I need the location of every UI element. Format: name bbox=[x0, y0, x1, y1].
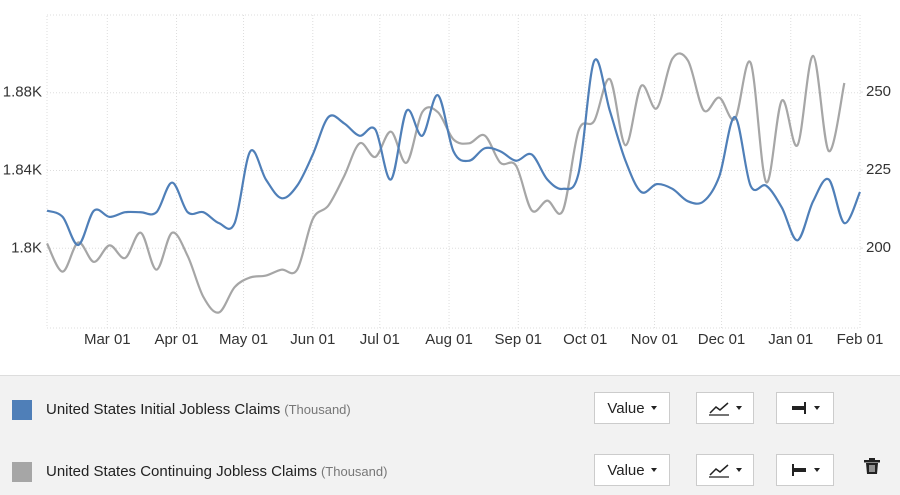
button-label: Value bbox=[607, 461, 645, 479]
legend-row: United States Continuing Jobless Claims(… bbox=[0, 452, 900, 492]
legend-swatch bbox=[12, 462, 32, 482]
button-label: Value bbox=[607, 399, 645, 417]
icon-line bbox=[709, 464, 729, 476]
icon bbox=[792, 464, 806, 476]
y-tick-label: 1.84K bbox=[3, 161, 42, 178]
trash-stripes bbox=[869, 465, 875, 472]
y-tick-label: 1.8K bbox=[11, 239, 42, 256]
icon bbox=[709, 402, 729, 416]
x-tick-label: Jun 01 bbox=[290, 331, 335, 348]
icon-edge bbox=[792, 464, 794, 476]
caret bbox=[814, 406, 820, 410]
chart-type-button[interactable] bbox=[696, 454, 754, 486]
caret bbox=[736, 468, 742, 472]
chart: 1.8K 1.84K 1.88K 200 225 250 Mar 01 Apr 01 May 0… bbox=[3, 14, 891, 348]
legend: United States Initial Jobless Claims (Tho… bbox=[0, 375, 900, 495]
y-tick-label: 1.88K bbox=[3, 84, 42, 101]
value-button[interactable]: Value bbox=[594, 454, 670, 486]
x-tick-label: Apr 01 bbox=[154, 331, 198, 348]
icon bbox=[792, 402, 806, 414]
caret bbox=[814, 468, 820, 472]
series-line bbox=[46, 52, 846, 314]
legend-row: United States Initial Jobless Claims (Tho… bbox=[0, 390, 900, 430]
x-tick-label: Dec 01 bbox=[698, 331, 746, 348]
trash-lid bbox=[864, 460, 880, 463]
x-tick-label: Jan 01 bbox=[768, 331, 813, 348]
axis-button[interactable] bbox=[776, 454, 834, 486]
icon-bar bbox=[794, 468, 806, 472]
caret bbox=[650, 468, 657, 472]
x-tick-label: Feb 01 bbox=[837, 331, 884, 348]
plot-border bbox=[46, 14, 861, 329]
trash-handle bbox=[869, 458, 875, 461]
y2-tick-label: 225 bbox=[866, 161, 891, 178]
delete-button[interactable] bbox=[862, 458, 882, 482]
x-tick-label: Jul 01 bbox=[360, 331, 400, 348]
x-tick-label: Sep 01 bbox=[494, 331, 542, 348]
icon-edge bbox=[804, 402, 806, 414]
series-name: United States Initial Jobless Claims bbox=[46, 401, 281, 418]
y2-tick-label: 200 bbox=[866, 239, 891, 256]
x-tick-label: Mar 01 bbox=[84, 331, 131, 348]
x-tick-label: Nov 01 bbox=[631, 331, 679, 348]
series-unit: (Thousand) bbox=[320, 464, 388, 479]
legend-label: United States Continuing Jobless Claims(… bbox=[46, 463, 387, 480]
x-tick-label: May 01 bbox=[219, 331, 268, 348]
icon-bar bbox=[792, 406, 804, 410]
icon bbox=[864, 458, 880, 474]
series-line bbox=[46, 58, 862, 247]
caret bbox=[736, 406, 742, 410]
chart-type-button[interactable] bbox=[696, 392, 754, 424]
x-tick-label: Oct 01 bbox=[563, 331, 607, 348]
icon bbox=[709, 464, 729, 478]
axis-button[interactable] bbox=[776, 392, 834, 424]
icon-line bbox=[709, 402, 729, 414]
series-name: United States Continuing Jobless Claims bbox=[46, 463, 317, 480]
legend-swatch bbox=[12, 400, 32, 420]
y2-tick-label: 250 bbox=[866, 83, 891, 100]
value-button[interactable]: Value bbox=[594, 392, 670, 424]
caret bbox=[650, 406, 657, 410]
legend-label: United States Initial Jobless Claims (Tho… bbox=[46, 401, 351, 418]
series-unit: (Thousand) bbox=[284, 402, 351, 417]
x-tick-label: Aug 01 bbox=[425, 331, 473, 348]
